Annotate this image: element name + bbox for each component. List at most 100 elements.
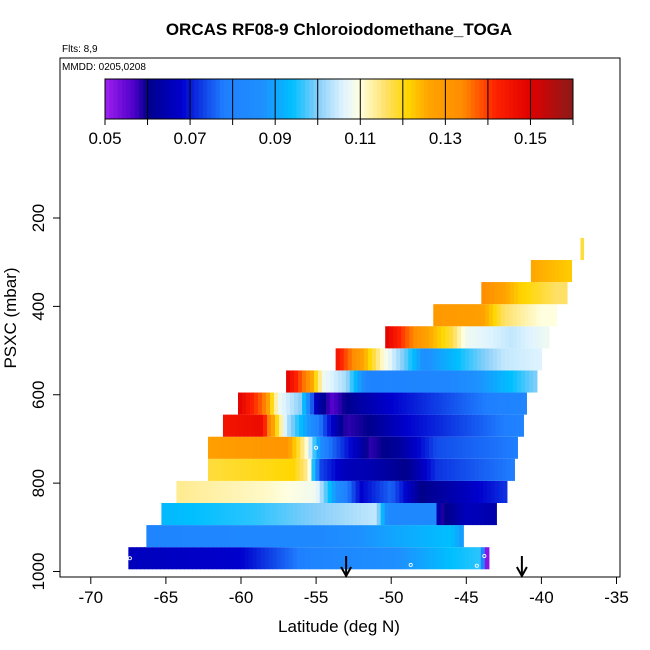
heatmap-cell bbox=[461, 304, 466, 327]
heatmap-cell bbox=[252, 436, 257, 459]
heatmap-cell bbox=[544, 304, 550, 327]
heatmap-cell bbox=[317, 370, 323, 393]
heatmap-cell bbox=[548, 304, 554, 327]
heatmap-cell bbox=[271, 458, 277, 481]
heatmap-cell bbox=[426, 458, 432, 481]
heatmap-cell bbox=[204, 547, 210, 570]
heatmap-cell bbox=[505, 370, 510, 393]
heatmap-cell bbox=[288, 547, 294, 570]
colorbar-tick-label: 0.07 bbox=[174, 129, 207, 148]
colorbar-segment bbox=[411, 79, 417, 119]
heatmap-cell bbox=[283, 414, 288, 437]
colorbar-segment bbox=[496, 79, 502, 119]
heatmap-cell bbox=[502, 458, 508, 481]
heatmap-cell bbox=[174, 525, 180, 548]
heatmap-cell bbox=[327, 414, 332, 437]
heatmap-cell bbox=[170, 525, 176, 548]
heatmap-cell bbox=[245, 503, 250, 526]
heatmap-cell bbox=[359, 480, 365, 504]
heatmap-cell bbox=[222, 525, 228, 548]
heatmap-cell bbox=[252, 547, 258, 570]
heatmap-cell bbox=[526, 282, 531, 305]
heatmap-cell bbox=[525, 348, 530, 371]
heatmap-cell bbox=[308, 503, 314, 526]
heatmap-cell bbox=[540, 304, 546, 327]
heatmap-cell bbox=[439, 480, 444, 504]
heatmap-cell bbox=[493, 370, 498, 393]
heatmap-cell bbox=[256, 480, 261, 504]
heatmap-cell bbox=[354, 392, 359, 415]
heatmap-cell bbox=[424, 503, 430, 526]
heatmap-cell bbox=[458, 458, 464, 481]
heatmap-cell bbox=[543, 259, 548, 283]
heatmap-cell bbox=[405, 370, 411, 393]
heatmap-cell bbox=[447, 480, 452, 504]
heatmap-cell bbox=[249, 503, 254, 526]
heatmap-cell bbox=[331, 480, 337, 504]
heatmap-cell bbox=[452, 503, 458, 526]
heatmap-cell bbox=[308, 547, 314, 570]
sample-marker bbox=[408, 562, 413, 567]
heatmap-cell bbox=[392, 547, 398, 570]
heatmap-cell bbox=[283, 458, 289, 481]
heatmap-cell bbox=[529, 348, 534, 371]
y-tick-label: 200 bbox=[29, 204, 48, 232]
heatmap-cell bbox=[232, 480, 237, 504]
heatmap-cell bbox=[388, 436, 394, 459]
heatmap-cell bbox=[388, 503, 394, 526]
heatmap-cell bbox=[334, 392, 339, 415]
heatmap-cell bbox=[430, 458, 436, 481]
heatmap-cell bbox=[464, 503, 470, 526]
heatmap-cell bbox=[416, 503, 422, 526]
heatmap-cell bbox=[419, 414, 424, 437]
heatmap-cell bbox=[345, 370, 351, 393]
heatmap-cell bbox=[436, 348, 442, 371]
colorbar-segment bbox=[428, 79, 434, 119]
heatmap-cell bbox=[359, 414, 364, 437]
heatmap-cell bbox=[343, 480, 349, 504]
colorbar-segment bbox=[475, 79, 480, 119]
altitude-band bbox=[161, 503, 497, 526]
heatmap-cell bbox=[465, 370, 470, 393]
heatmap-cell bbox=[216, 480, 221, 504]
colorbar-segment bbox=[390, 79, 395, 119]
heatmap-cell bbox=[347, 348, 353, 371]
heatmap-cell bbox=[262, 525, 268, 548]
heatmap-cell bbox=[396, 503, 402, 526]
heatmap-cell bbox=[436, 547, 442, 570]
heatmap-cell bbox=[198, 525, 204, 548]
heatmap-cell bbox=[427, 480, 432, 504]
heatmap-cell bbox=[290, 392, 295, 415]
colorbar-segment bbox=[339, 79, 344, 119]
heatmap-cell bbox=[555, 259, 560, 283]
colorbar-segment bbox=[207, 79, 212, 119]
heatmap-cell bbox=[490, 480, 496, 504]
heatmap-cell bbox=[420, 348, 425, 371]
colorbar-segment bbox=[194, 79, 200, 119]
heatmap-cell bbox=[348, 547, 354, 570]
colorbar-segment bbox=[568, 79, 574, 119]
heatmap-cell bbox=[322, 392, 327, 415]
heatmap-cell bbox=[359, 458, 364, 481]
heatmap-cell bbox=[418, 458, 424, 481]
heatmap-cell bbox=[532, 370, 538, 393]
heatmap-cell bbox=[403, 525, 408, 548]
heatmap-cell bbox=[400, 547, 406, 570]
heatmap-cell bbox=[260, 436, 265, 459]
colorbar-segment bbox=[326, 79, 331, 119]
heatmap-cell bbox=[393, 326, 398, 349]
heatmap-cell bbox=[444, 503, 450, 526]
heatmap-cell bbox=[356, 503, 362, 526]
heatmap-cell bbox=[521, 348, 526, 371]
heatmap-cell bbox=[299, 480, 305, 504]
heatmap-cell bbox=[231, 458, 237, 481]
heatmap-cell bbox=[414, 458, 420, 481]
heatmap-cell bbox=[366, 392, 371, 415]
heatmap-cell bbox=[339, 458, 344, 481]
heatmap-cell bbox=[344, 503, 350, 526]
heatmap-cell bbox=[470, 458, 476, 481]
heatmap-cell bbox=[536, 326, 542, 349]
heatmap-cell bbox=[280, 547, 286, 570]
heatmap-cell bbox=[371, 480, 377, 504]
heatmap-cell bbox=[250, 525, 256, 548]
